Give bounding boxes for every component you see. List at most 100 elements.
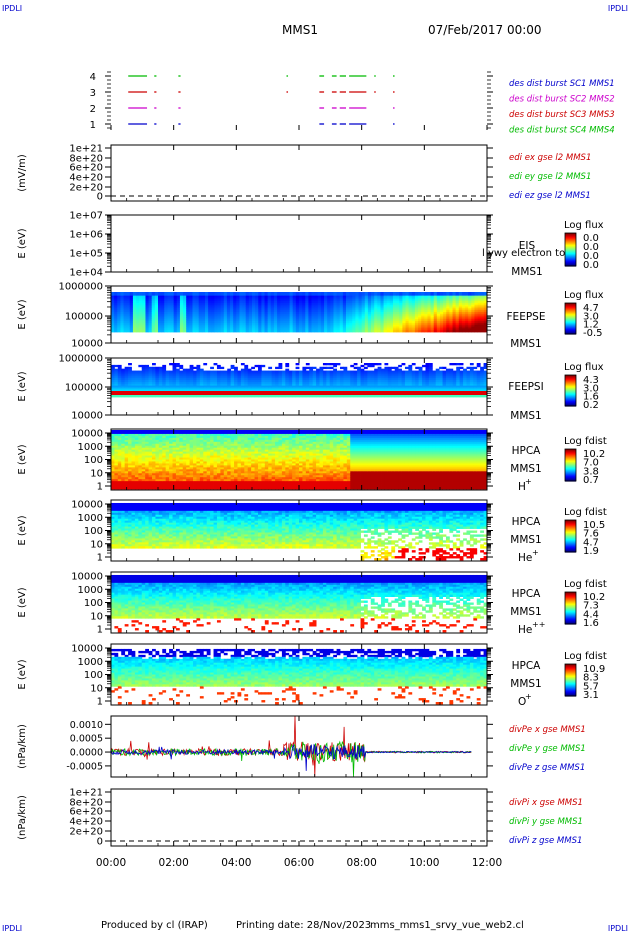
spectrogram-cell xyxy=(404,395,409,398)
spectrogram-cell xyxy=(179,315,184,318)
spectrogram-cell xyxy=(145,306,149,309)
spectrogram-cell xyxy=(205,313,209,317)
spectrogram-cell xyxy=(233,293,237,297)
spectrogram-cell xyxy=(247,395,252,398)
spectrogram-cell xyxy=(154,308,159,311)
spectrogram-cell xyxy=(120,295,124,298)
spectrogram-cell xyxy=(305,297,309,300)
spectrogram-cell xyxy=(233,297,237,300)
spectrogram-cell xyxy=(142,328,146,331)
spectrogram-cell xyxy=(255,301,259,304)
spectrogram-cell xyxy=(170,319,175,322)
spectrogram-cell xyxy=(302,324,306,327)
feepse-ytick-label: 100000 xyxy=(65,312,103,323)
spectrogram-cell xyxy=(264,313,269,317)
spectrogram-cell xyxy=(189,315,193,318)
edi-legend-entry: edi ex gse l2 MMS1 xyxy=(509,153,591,163)
spectrogram-cell xyxy=(236,310,240,313)
spectrogram-cell xyxy=(261,308,265,311)
spectrogram-cell xyxy=(208,315,212,318)
spectrogram-cell xyxy=(132,310,137,313)
colorbar-title: Log flux xyxy=(564,362,604,373)
spectrogram-cell xyxy=(223,319,228,322)
spectrogram-cell xyxy=(123,313,128,317)
spectrogram-cell xyxy=(195,324,200,327)
spectrogram-cell xyxy=(230,317,234,320)
spectrogram-cell xyxy=(129,299,134,302)
eis-ytick-label: 1e+05 xyxy=(69,249,103,260)
spectrogram-cell xyxy=(179,330,184,333)
spectrogram-cell xyxy=(264,297,269,300)
spectrogram-cell xyxy=(220,322,225,326)
spectrogram-cell xyxy=(399,330,403,333)
spectrogram-cell xyxy=(142,326,146,329)
spectrogram-cell xyxy=(114,302,118,306)
spectrogram-cell xyxy=(305,293,309,297)
corner-mark-br: IPDLI xyxy=(607,924,628,933)
spectrogram-cell xyxy=(223,321,228,324)
spectrogram-cell xyxy=(270,304,275,307)
spectrogram-cell xyxy=(173,322,178,326)
spectrogram-cell xyxy=(136,310,140,313)
spectrogram-cell xyxy=(161,321,165,324)
spectrogram-cell xyxy=(183,304,187,307)
spectrogram-cell xyxy=(201,295,206,298)
spectrogram-cell xyxy=(198,297,203,300)
spectrogram-cell xyxy=(198,322,203,326)
spectrogram-cell xyxy=(129,306,134,309)
spectrogram-cell xyxy=(261,301,265,304)
spectrogram-cell xyxy=(161,293,165,297)
spectrogram-cell xyxy=(145,313,149,317)
spectrogram-cell xyxy=(277,322,281,326)
spectrogram-cell xyxy=(158,395,163,398)
spectrogram-cell xyxy=(299,301,303,304)
spectrogram-cell xyxy=(186,292,190,295)
spectrogram-cell xyxy=(158,295,162,298)
spectrogram-cell xyxy=(164,302,168,306)
spectrogram-cell xyxy=(277,306,281,309)
spectrogram-cell xyxy=(254,364,259,368)
spectrogram-cell xyxy=(142,306,146,309)
spectrogram-cell xyxy=(198,324,203,327)
spectrogram-cell xyxy=(261,326,265,329)
spectrogram-cell xyxy=(161,326,165,329)
spectrogram-cell xyxy=(117,313,121,317)
spectrogram-cell xyxy=(428,395,433,398)
spectrogram-cell xyxy=(176,297,181,300)
spectrogram-cell xyxy=(273,326,278,329)
spectrogram-cell xyxy=(176,330,181,333)
spectrogram-cell xyxy=(273,304,278,307)
spectrogram-cell xyxy=(128,395,132,398)
spectrogram-cell xyxy=(236,322,240,326)
spectrogram-cell xyxy=(283,312,287,315)
spectrogram-cell xyxy=(114,312,118,315)
spectrogram-cell xyxy=(245,304,250,307)
spectrogram-cell xyxy=(292,328,297,331)
spectrogram-cell xyxy=(151,308,156,311)
spectrogram-cell xyxy=(198,330,203,333)
spectrogram-cell xyxy=(158,313,162,317)
spectrogram-cell xyxy=(213,395,218,398)
spectrogram-cell xyxy=(230,328,234,331)
spectrogram-cell xyxy=(126,306,131,309)
spectrogram-cell xyxy=(161,313,165,317)
spectrogram-cell xyxy=(305,292,309,295)
spectrogram-cell xyxy=(111,326,115,329)
spectrogram-cell xyxy=(236,324,240,327)
spectrogram-cell xyxy=(179,366,184,370)
feepse-spacecraft-label: MMS1 xyxy=(510,338,541,350)
colorbar-cell xyxy=(565,248,576,251)
spectrogram-cell xyxy=(164,304,168,307)
spectrogram-cell xyxy=(164,297,168,300)
spectrogram-cell xyxy=(255,306,259,309)
spectrogram-cell xyxy=(258,293,262,297)
spectrogram-cell xyxy=(114,297,118,300)
spectrogram-cell xyxy=(111,302,115,306)
spectrogram-cell xyxy=(311,330,316,333)
spectrogram-cell xyxy=(239,293,243,297)
spectrogram-cell xyxy=(205,299,209,302)
spectrogram-cell xyxy=(295,299,300,302)
spectrogram-cell xyxy=(248,306,253,309)
spectrogram-cell xyxy=(286,312,290,315)
spectrogram-cell xyxy=(286,302,290,306)
